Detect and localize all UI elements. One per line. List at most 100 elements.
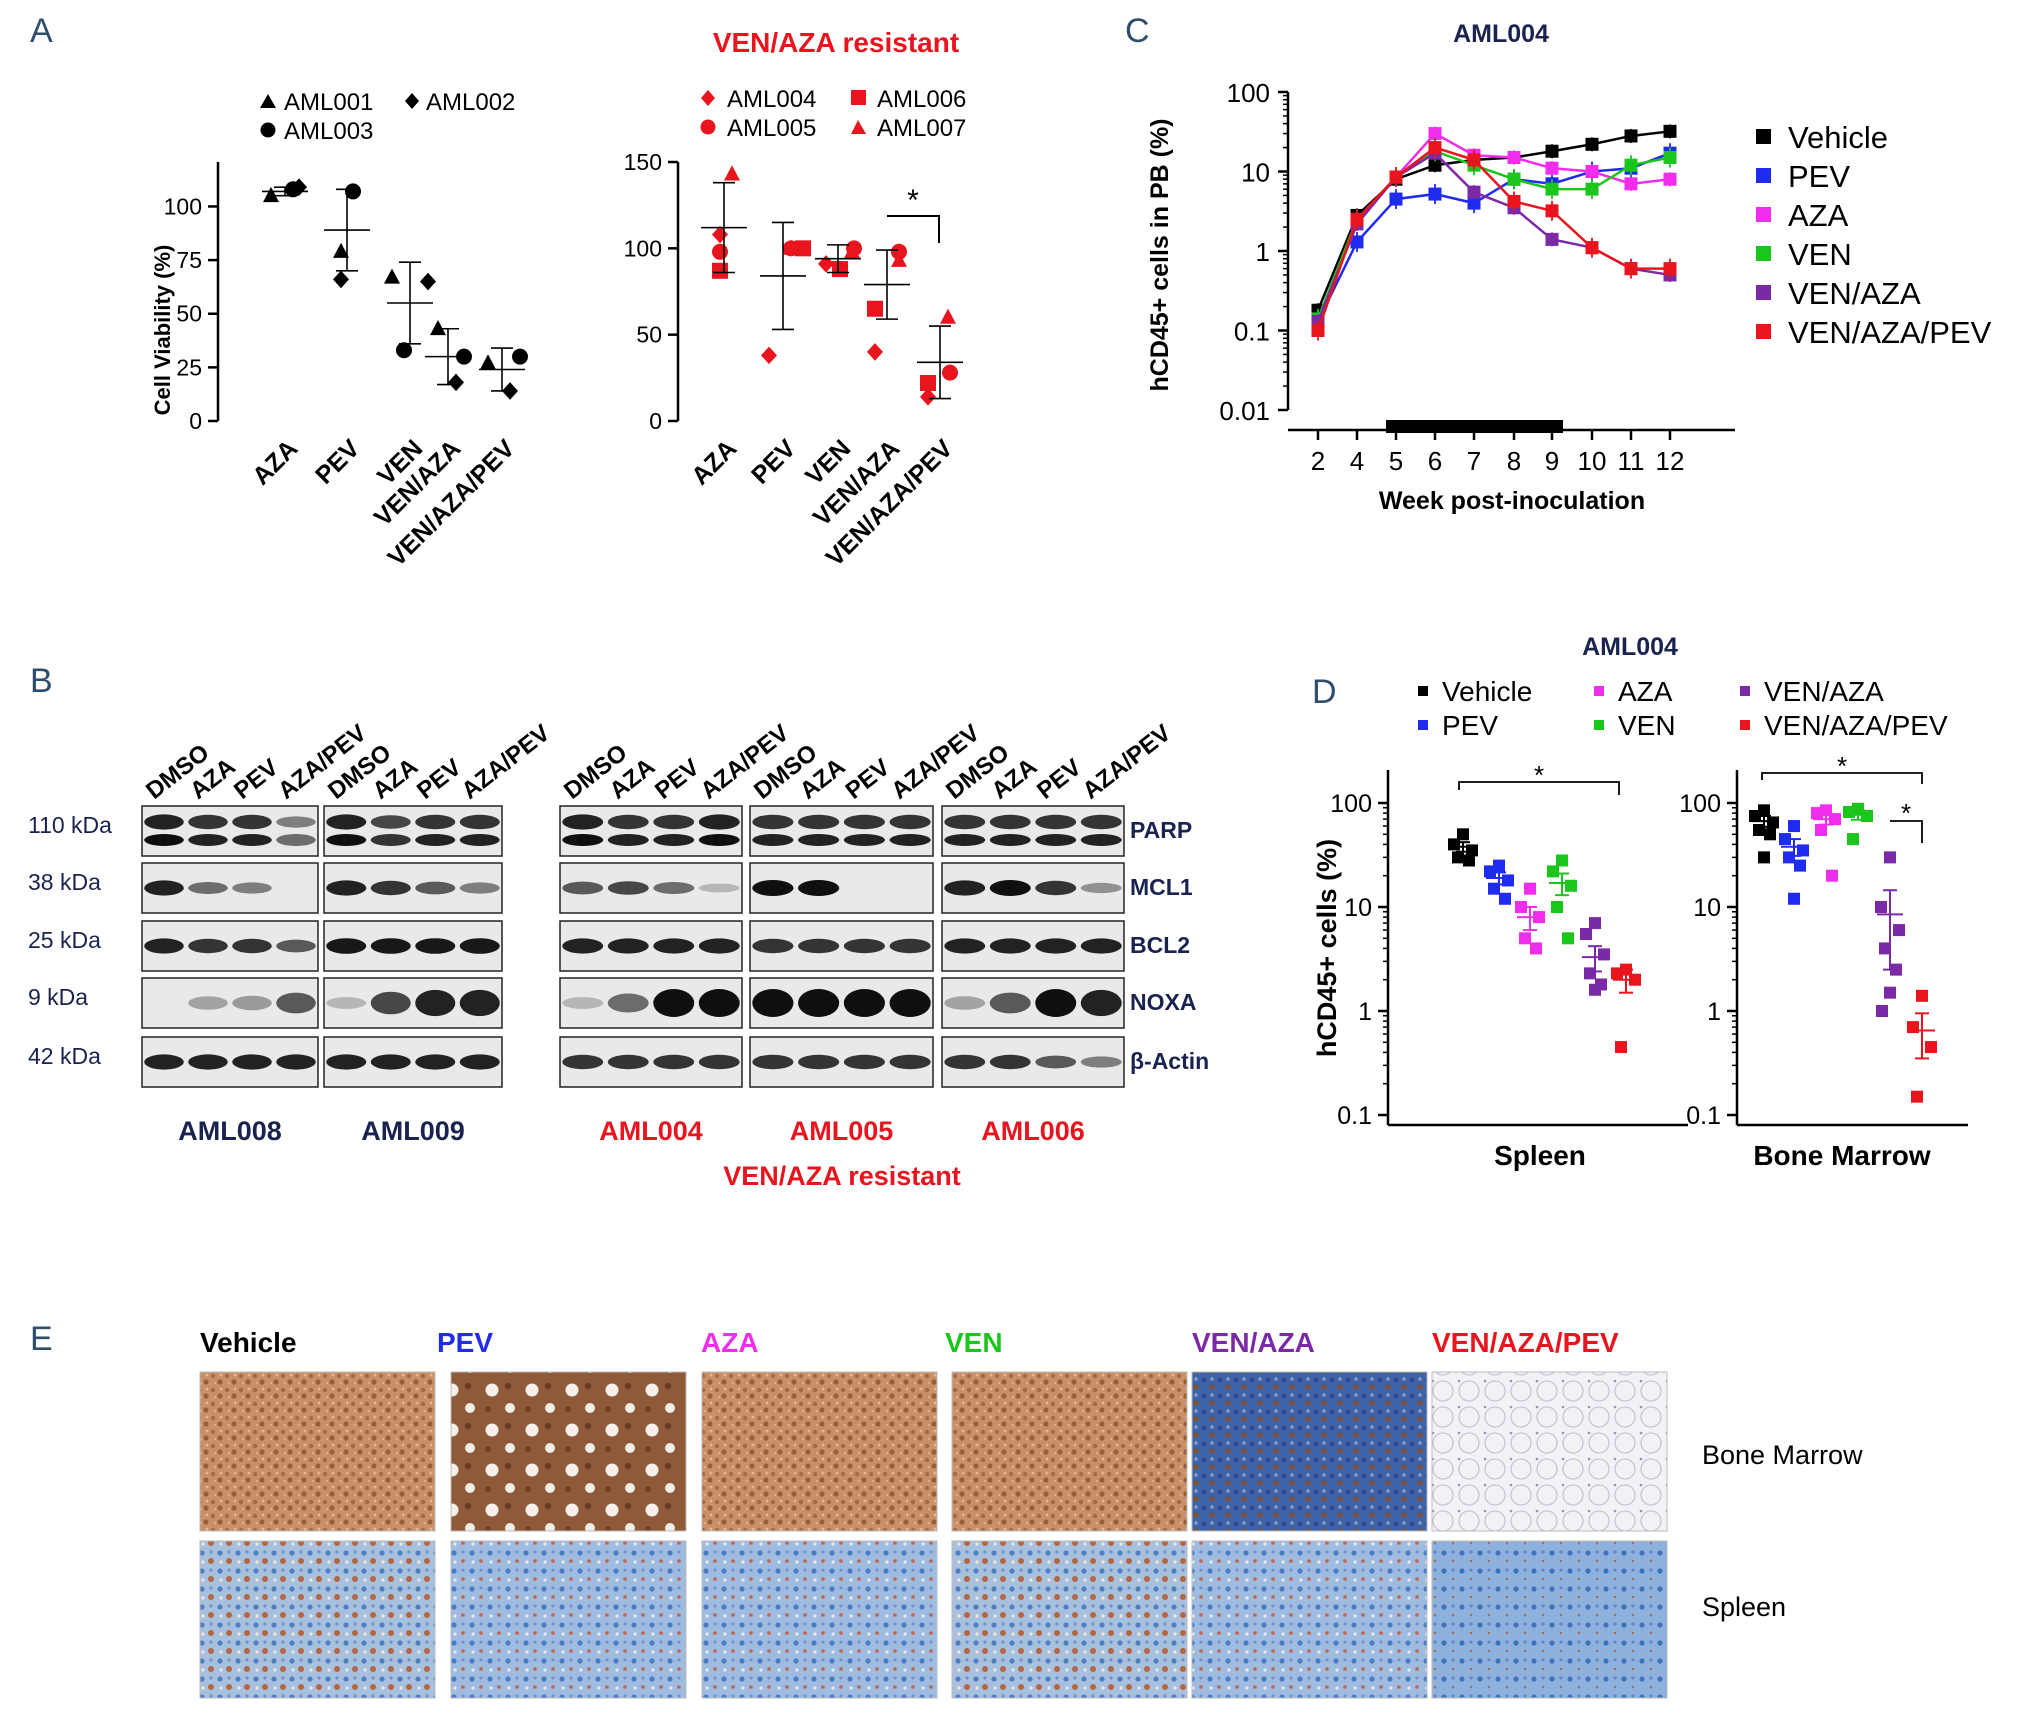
blot-band: [989, 938, 1031, 954]
legend-triangle-icon: [851, 120, 866, 134]
a-right-legend: AML004 AML006 AML005 AML007: [700, 86, 966, 142]
ihc-spleen-image: [450, 1540, 687, 1699]
c-xlabel: Week post-inoculation: [1379, 487, 1645, 515]
series-line: [1316, 146, 1670, 331]
data-point: [1663, 124, 1677, 138]
data-point: [920, 375, 936, 392]
data-point: [1585, 137, 1599, 151]
blot-band: [944, 996, 986, 1010]
data-point: [1589, 983, 1601, 996]
data-point: [891, 251, 907, 267]
ytick-label: 10: [1344, 894, 1372, 922]
data-point: [1663, 262, 1677, 276]
blot-band: [798, 989, 840, 1017]
legend-label: Vehicle: [1788, 120, 1888, 155]
c-ylabel: hCD45+ cells in PB (%): [1146, 119, 1174, 392]
treatment-header: VEN/AZA: [1192, 1327, 1315, 1358]
legend-aml001: AML001: [284, 89, 373, 116]
blot-band: [698, 938, 740, 954]
e-images: [199, 1371, 1668, 1699]
data-point: [1545, 232, 1559, 246]
legend-aml006: AML006: [877, 86, 966, 113]
d-spleen-label: Spleen: [1494, 1140, 1586, 1171]
legend-swatch-icon: [1756, 168, 1771, 183]
panel-label-c: C: [1125, 12, 1150, 50]
blot-band: [562, 1054, 604, 1070]
data-point: [1585, 241, 1599, 255]
series-line: [1316, 149, 1671, 320]
data-point: [333, 242, 349, 258]
data-point: [1565, 879, 1577, 892]
lane-label: PEV: [229, 754, 283, 805]
ytick-label: 50: [636, 322, 662, 348]
blot-band: [698, 1054, 740, 1070]
sample-label: AML008: [178, 1116, 282, 1146]
data-point: [1545, 204, 1559, 218]
blot-strip: [559, 805, 743, 857]
blot-band: [944, 1054, 986, 1070]
data-point: [1783, 851, 1795, 864]
data-point: [1457, 828, 1469, 841]
ytick-label: 25: [176, 354, 202, 380]
ytick-label: 100: [1227, 78, 1270, 108]
data-point: [1350, 235, 1364, 249]
data-point: [285, 181, 301, 198]
blot-band: [562, 814, 604, 830]
blot-band: [653, 938, 695, 954]
blot-band: [415, 938, 456, 954]
lane-label: PEV: [1032, 754, 1086, 805]
legend-diamond-icon: [405, 93, 419, 109]
data-point: [942, 364, 958, 381]
b-protein-labels: PARP MCL1 BCL2 NOXA β-Actin: [1130, 817, 1209, 1074]
xtick-label: 6: [1428, 446, 1442, 476]
data-point: [420, 272, 436, 291]
data-point: [333, 270, 349, 289]
a-right-significance-star: *: [907, 184, 919, 217]
blot-band: [698, 883, 740, 893]
blot-band: [989, 834, 1031, 846]
blot-band: [415, 881, 456, 895]
blot-band: [1035, 1055, 1077, 1069]
data-point: [1585, 182, 1599, 196]
data-point: [1467, 185, 1481, 199]
data-point: [1815, 824, 1827, 837]
blot-band: [459, 834, 500, 846]
blot-band: [944, 880, 986, 896]
data-point: [1428, 187, 1442, 201]
legend-swatch-icon: [1756, 246, 1771, 261]
data-point: [263, 186, 279, 203]
blot-band: [989, 992, 1031, 1014]
chart-c: AML004 hCD45+ cells in PB (%) 0.010.1110…: [1146, 20, 1992, 515]
blot-band: [370, 815, 411, 829]
e-headers: Vehicle PEV AZA VEN VEN/AZA VEN/AZA/PEV: [200, 1327, 1619, 1358]
data-point: [1507, 172, 1521, 186]
a-right-significance-bracket: [887, 215, 940, 243]
ihc-bone-marrow-image: [701, 1371, 938, 1532]
xtick-label: 8: [1507, 446, 1521, 476]
data-point: [1452, 851, 1464, 864]
data-point: [1507, 151, 1521, 165]
blot-band: [562, 834, 604, 846]
a-left-marks: [262, 178, 528, 400]
data-point: [1764, 828, 1776, 841]
data-point: [1428, 141, 1442, 155]
data-point: [1463, 854, 1475, 867]
blot-band: [607, 938, 649, 954]
data-point: [818, 255, 834, 273]
protein-label: β-Actin: [1130, 1048, 1209, 1074]
legend-label: VEN/AZA: [1788, 276, 1921, 311]
treatment-header: AZA: [701, 1327, 759, 1358]
xtick-label: 9: [1545, 446, 1559, 476]
blot-band: [232, 1054, 272, 1070]
data-point: [844, 242, 860, 259]
panel-label-a: A: [30, 12, 53, 50]
data-point: [1911, 1090, 1923, 1103]
ihc-bone-marrow-image: [1431, 1371, 1668, 1532]
data-point: [867, 343, 883, 361]
blot-band: [459, 814, 500, 830]
blot-band: [889, 834, 931, 846]
xtick-label: 11: [1618, 446, 1645, 476]
blot-band: [459, 989, 500, 1017]
data-point: [430, 319, 446, 336]
